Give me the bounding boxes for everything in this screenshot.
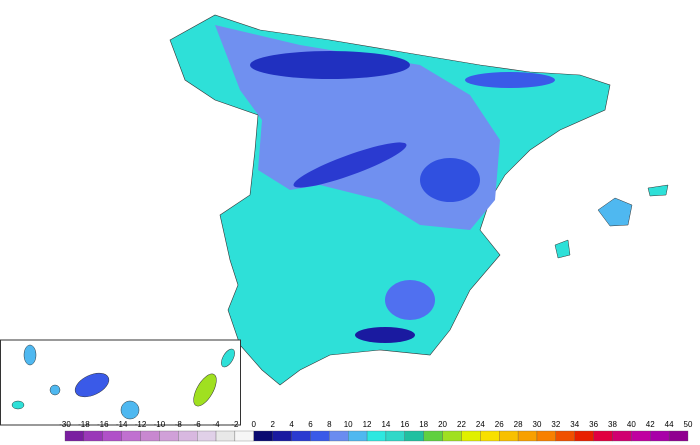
legend-label: -18 [78,420,90,429]
legend-swatch [461,430,481,442]
legend-swatch [404,430,424,442]
legend-label: 6 [308,420,313,429]
peninsula [169,14,669,386]
pyrenees [465,72,555,88]
legend-label: 38 [608,420,617,429]
legend-swatch [310,430,330,442]
legend-label: 50 [684,420,693,429]
ibiza [554,239,571,259]
menorca [647,184,669,197]
tenerife [74,372,110,398]
legend-swatch [83,430,103,442]
legend-swatch [215,430,236,442]
legend-swatch [291,430,311,442]
legend-label: 12 [363,420,372,429]
legend-label: 10 [344,420,353,429]
legend-label: -6 [194,420,202,429]
legend-swatch [480,430,500,442]
legend-swatch [159,430,179,442]
legend-swatch [272,430,292,442]
sierra-nevada [355,327,415,343]
central-system [293,142,407,188]
legend-swatch [612,430,632,442]
legend-swatch [178,430,198,442]
legend-label: 34 [570,420,579,429]
legend-swatch [499,430,519,442]
legend-label: 4 [289,420,294,429]
iberian-system [420,158,480,202]
legend-label: 40 [627,420,636,429]
legend-label: 14 [381,420,390,429]
legend-swatch [593,430,613,442]
legend-swatch [329,430,349,442]
gran-canaria [120,400,140,420]
legend-label: 18 [419,420,428,429]
legend-swatch [366,430,387,442]
legend-label: 26 [495,420,504,429]
legend-label: -12 [135,420,147,429]
legend-label: 30 [533,420,542,429]
legend-label: 42 [646,420,655,429]
legend-swatch [140,430,160,442]
legend-swatch [555,430,575,442]
legend-label: -4 [212,420,220,429]
legend-label: -8 [175,420,183,429]
legend-swatch [442,430,462,442]
lanzarote [221,348,235,368]
legend-label: 20 [438,420,447,429]
legend-swatch [650,430,670,442]
legend-swatch [631,430,651,442]
legend-label: -30 [59,420,71,429]
legend-swatch [64,430,85,442]
legend-label: 8 [327,420,332,429]
legend-label: 2 [270,420,275,429]
mallorca [597,197,633,227]
legend-swatch [423,430,443,442]
legend-swatch [253,430,273,442]
legend-label: 28 [514,420,523,429]
legend-label: 32 [551,420,560,429]
la-palma [23,344,37,366]
canary-inset [0,339,241,426]
legend-label: 44 [665,420,674,429]
legend-swatch [121,430,141,442]
la-gomera [49,384,61,396]
legend-swatch [517,430,538,442]
legend-swatch [197,430,217,442]
legend: -30 -18 -16 -14 -12 -10 -8 -6 -4 -2 0 2 4 6 8 10 12 14 16 1… [59,420,693,442]
fuerteventura [193,373,217,407]
legend-swatch [385,430,405,442]
legend-swatch [234,430,254,442]
el-hierro [11,400,25,410]
cantabrian-range [250,51,410,79]
legend-swatch [536,430,556,442]
legend-swatch [668,430,689,442]
legend-swatch [102,430,122,442]
legend-swatch [348,430,368,442]
legend-label: -16 [97,420,109,429]
legend-label: -14 [116,420,128,429]
betic-system [385,280,435,320]
legend-label: 24 [476,420,485,429]
legend-label: -10 [154,420,166,429]
legend-swatch [574,430,594,442]
legend-label: 16 [400,420,409,429]
legend-label: 0 [252,420,257,429]
legend-label: -2 [231,420,239,429]
legend-label: 36 [589,420,598,429]
legend-label: 22 [457,420,466,429]
